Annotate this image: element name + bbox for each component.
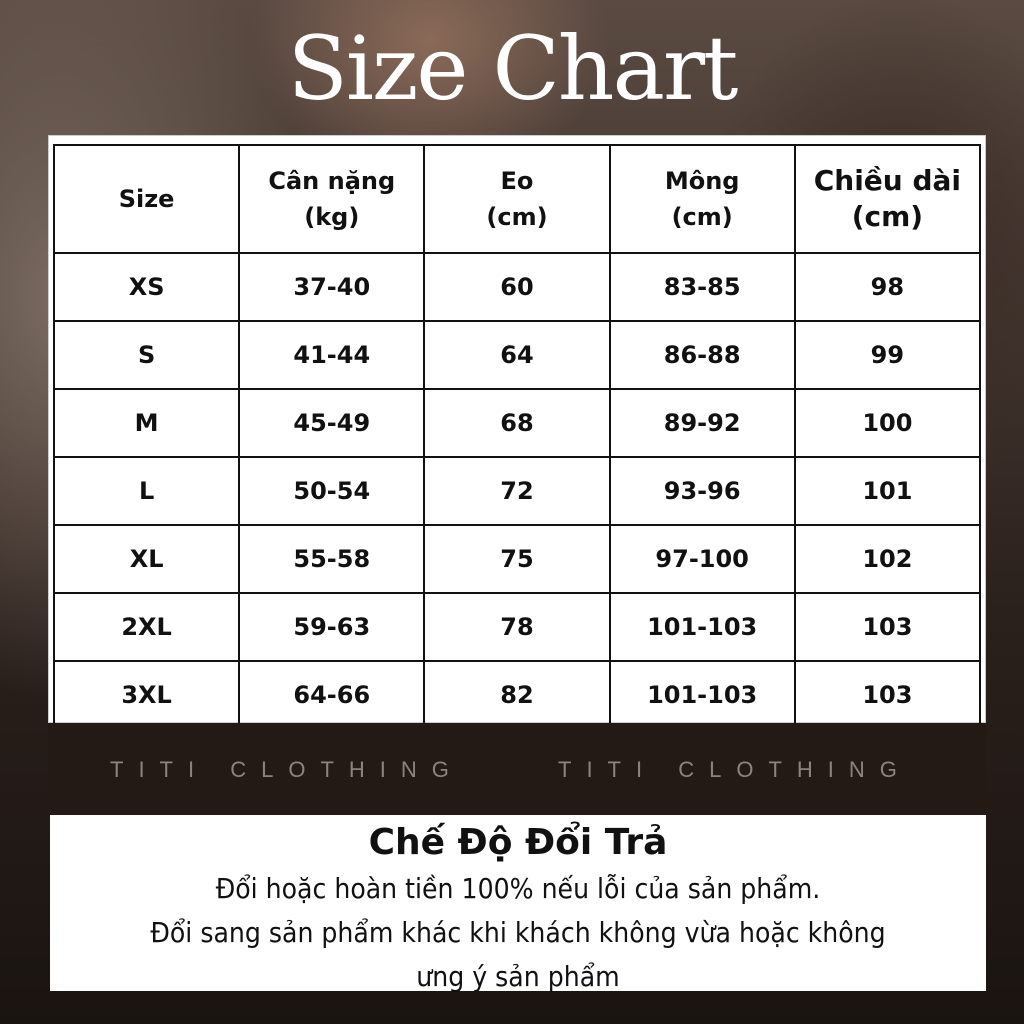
table-cell: 93-96 xyxy=(608,456,796,526)
table-cell: 59-63 xyxy=(238,592,426,662)
table-cell: S xyxy=(52,320,241,390)
table-cell: 75 xyxy=(423,524,611,594)
table-cell: 37-40 xyxy=(238,252,426,322)
column-header: Size xyxy=(52,144,241,254)
table-cell: XL xyxy=(52,524,241,594)
table-cell: 100 xyxy=(793,388,982,458)
table-cell: 101 xyxy=(793,456,982,526)
table-cell: 45-49 xyxy=(238,388,426,458)
page-title: Size Chart xyxy=(287,17,739,120)
column-header: Mông (cm) xyxy=(608,144,796,254)
table-cell: 3XL xyxy=(52,660,241,730)
brand-text: TITI CLOTHING xyxy=(110,757,464,782)
policy-title: Chế Độ Đổi Trả xyxy=(368,822,668,863)
brand-band: TITI CLOTHING TITI CLOTHING xyxy=(48,723,986,815)
table-cell: 41-44 xyxy=(238,320,426,390)
table-cell: 82 xyxy=(423,660,611,730)
table-cell: 2XL xyxy=(52,592,241,662)
policy-line: Đổi sang sản phẩm khác khi khách không v… xyxy=(150,916,886,949)
table-cell: 98 xyxy=(793,252,982,322)
size-table-container: Size Cân nặng (kg) Eo (cm) Mông (cm) Chiều d… xyxy=(48,135,986,730)
size-table: Size Cân nặng (kg) Eo (cm) Mông (cm) Chiều d… xyxy=(52,144,982,730)
brand-text: TITI CLOTHING xyxy=(558,757,912,782)
table-cell: 72 xyxy=(423,456,611,526)
table-cell: 78 xyxy=(423,592,611,662)
return-policy: Chế Độ Đổi Trả Đổi hoặc hoàn tiền 100% n… xyxy=(50,815,986,993)
table-cell: 68 xyxy=(423,388,611,458)
policy-line: Đổi hoặc hoàn tiền 100% nếu lỗi của sản … xyxy=(215,872,821,905)
table-cell: 97-100 xyxy=(608,524,796,594)
table-row: L 50-54 72 93-96 101 xyxy=(52,456,982,526)
table-cell: 50-54 xyxy=(238,456,426,526)
table-cell: 99 xyxy=(793,320,982,390)
column-header: Chiều dài (cm) xyxy=(793,144,982,254)
table-row: XL 55-58 75 97-100 102 xyxy=(52,524,982,594)
table-cell: 83-85 xyxy=(608,252,796,322)
table-cell: 55-58 xyxy=(238,524,426,594)
table-cell: XS xyxy=(52,252,241,322)
header-row: Size Cân nặng (kg) Eo (cm) Mông (cm) Chiều d… xyxy=(52,144,982,254)
table-cell: 60 xyxy=(423,252,611,322)
column-header: Eo (cm) xyxy=(423,144,611,254)
table-cell: 102 xyxy=(793,524,982,594)
column-header: Cân nặng (kg) xyxy=(238,144,426,254)
table-cell: 89-92 xyxy=(608,388,796,458)
table-row: 3XL 64-66 82 101-103 103 xyxy=(52,660,982,730)
table-cell: L xyxy=(52,456,241,526)
table-row: 2XL 59-63 78 101-103 103 xyxy=(52,592,982,662)
table-row: S 41-44 64 86-88 99 xyxy=(52,320,982,390)
table-row: M 45-49 68 89-92 100 xyxy=(52,388,982,458)
table-cell: 101-103 xyxy=(608,660,796,730)
table-cell: M xyxy=(52,388,241,458)
table-cell: 103 xyxy=(793,660,982,730)
table-cell: 103 xyxy=(793,592,982,662)
table-cell: 86-88 xyxy=(608,320,796,390)
policy-line: ưng ý sản phẩm xyxy=(416,960,620,993)
table-cell: 64-66 xyxy=(238,660,426,730)
table-cell: 64 xyxy=(423,320,611,390)
table-cell: 101-103 xyxy=(608,592,796,662)
table-row: XS 37-40 60 83-85 98 xyxy=(52,252,982,322)
